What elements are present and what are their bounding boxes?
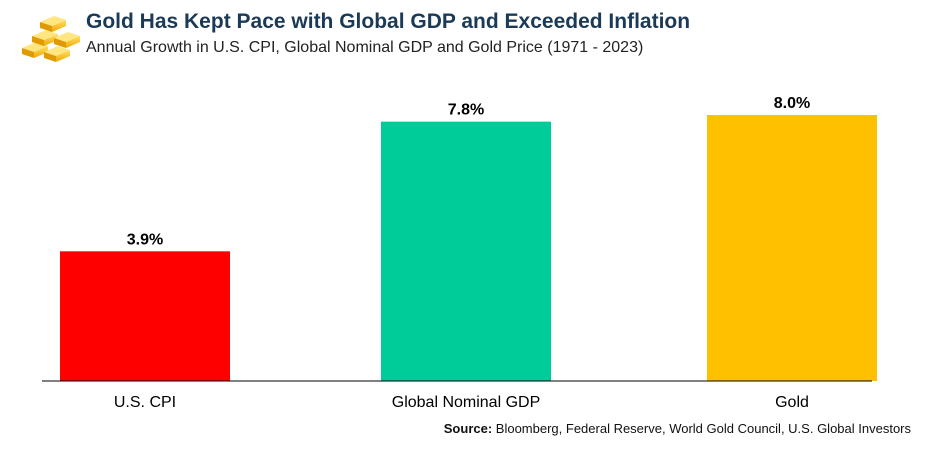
bar-global-nominal-gdp	[381, 121, 551, 382]
category-label-global-nominal-gdp: Global Nominal GDP	[392, 394, 541, 411]
data-label-u-s-cpi: 3.9%	[127, 231, 163, 248]
category-label-gold: Gold	[775, 394, 809, 411]
data-label-gold: 8.0%	[774, 95, 810, 112]
chart-title: Gold Has Kept Pace with Global GDP and E…	[86, 10, 691, 33]
bar-gold	[707, 115, 877, 381]
data-label-global-nominal-gdp: 7.8%	[448, 102, 484, 119]
source-label: Source:	[443, 421, 493, 436]
source-note: Source: Bloomberg, Federal Reserve, Worl…	[444, 421, 911, 436]
chart-subtitle: Annual Growth in U.S. CPI, Global Nomina…	[86, 39, 644, 56]
gold-bars-icon	[22, 16, 80, 62]
source-text: Bloomberg, Federal Reserve, World Gold C…	[492, 421, 911, 436]
bar-u-s-cpi	[60, 251, 230, 381]
category-label-u-s-cpi: U.S. CPI	[114, 394, 176, 411]
